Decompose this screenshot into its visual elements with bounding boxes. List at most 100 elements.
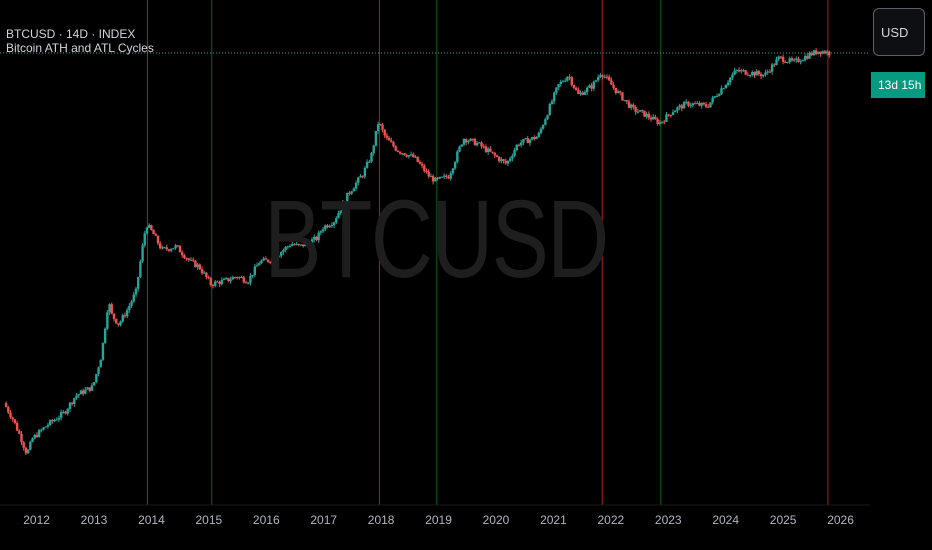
candle-up	[803, 56, 807, 61]
cycle-lines	[146, 0, 829, 505]
candle-down	[625, 100, 629, 102]
candle-up	[458, 146, 461, 152]
candle-up	[566, 76, 569, 81]
candle-up	[40, 429, 43, 431]
candle-up	[143, 233, 146, 246]
candle-up	[258, 263, 261, 266]
candle-down	[81, 390, 85, 394]
candle-down	[641, 110, 644, 112]
candle-up	[792, 59, 796, 61]
x-tick-label: 2017	[310, 513, 337, 527]
candle-down	[814, 50, 818, 55]
candle-up	[537, 132, 540, 138]
candle-up	[594, 80, 598, 82]
candle-up	[108, 304, 111, 313]
x-axis[interactable]: 2012 2013 2014 2015 2016 2017 2018 2019 2020 2021…	[23, 513, 854, 527]
candle-down	[200, 269, 204, 274]
candle-up	[255, 265, 259, 267]
candle-up	[724, 85, 728, 89]
candle-down	[209, 278, 213, 285]
candle-up	[559, 81, 562, 85]
candle-up	[799, 61, 802, 63]
candle-up	[645, 113, 648, 117]
candle-up	[623, 100, 626, 102]
candle-down	[757, 71, 761, 75]
candle-down	[828, 51, 831, 56]
candle-up	[125, 310, 129, 317]
candle-down	[22, 442, 25, 448]
candle-down	[504, 160, 507, 164]
candle-up	[376, 124, 380, 131]
candle-up	[328, 225, 331, 228]
candle-up	[486, 148, 490, 153]
x-tick-label: 2013	[81, 513, 108, 527]
candle-down	[198, 264, 201, 270]
candle-up	[335, 218, 338, 223]
candle-up	[130, 301, 133, 306]
candle-down	[497, 156, 501, 162]
x-tick-label: 2024	[712, 513, 739, 527]
candle-down	[398, 151, 402, 154]
candle-down	[7, 407, 10, 413]
candle-down	[649, 117, 653, 120]
candle-up	[251, 275, 254, 277]
candle-down	[264, 258, 268, 260]
candle-up	[742, 70, 745, 72]
candle-up	[616, 91, 620, 94]
candle-down	[517, 144, 521, 146]
candle-up	[222, 278, 226, 280]
indicator-name[interactable]: Bitcoin ATH and ATL Cycles	[6, 41, 154, 55]
candle-down	[191, 259, 195, 261]
candle-down	[704, 104, 708, 107]
candle-up	[295, 243, 298, 245]
candle-down	[387, 137, 391, 141]
candle-down	[819, 51, 822, 54]
candle-up	[341, 201, 345, 211]
candle-up	[462, 138, 466, 145]
candle-down	[218, 281, 221, 285]
x-tick-label: 2023	[655, 513, 682, 527]
candle-up	[788, 58, 791, 63]
candle-down	[9, 412, 12, 418]
candle-up	[530, 137, 534, 140]
candle-down	[768, 71, 772, 73]
candle-up	[288, 245, 292, 247]
candle-down	[687, 101, 690, 106]
candle-up	[196, 264, 199, 268]
candle-up	[770, 64, 774, 72]
candle-up	[106, 312, 109, 329]
candle-down	[493, 152, 496, 156]
candle-down	[64, 411, 67, 414]
candle-up	[414, 156, 417, 158]
candle-down	[183, 255, 186, 259]
candle-up	[777, 56, 780, 60]
candle-up	[762, 74, 765, 77]
candle-down	[158, 243, 162, 249]
candle-up	[203, 272, 206, 274]
candle-up	[260, 260, 263, 264]
candle-up	[740, 70, 743, 72]
candle-up	[508, 158, 512, 161]
candle-down	[390, 140, 393, 143]
candle-down	[605, 76, 609, 78]
candle-up	[682, 102, 686, 109]
candle-up	[172, 248, 175, 250]
candle-up	[812, 50, 816, 56]
candle-down	[680, 105, 684, 109]
candle-up	[79, 390, 83, 395]
currency-button[interactable]: USD	[873, 8, 925, 56]
candle-down	[379, 124, 382, 126]
candle-down	[707, 106, 710, 108]
candle-down	[244, 282, 248, 284]
candle-up	[284, 246, 287, 251]
candle-up	[478, 142, 481, 144]
candle-up	[161, 247, 164, 249]
candle-up	[671, 112, 675, 116]
candle-up	[66, 409, 69, 414]
candle-up	[73, 398, 76, 404]
candle-down	[20, 433, 23, 443]
symbol-title[interactable]: BTCUSD · 14D · INDEX	[6, 27, 136, 41]
candle-down	[412, 154, 415, 158]
